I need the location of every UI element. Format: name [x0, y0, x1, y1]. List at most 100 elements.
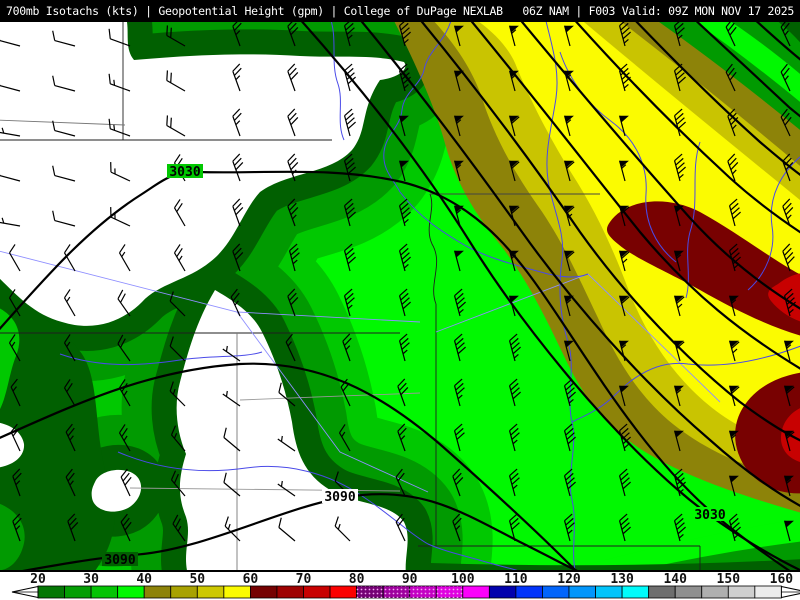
barb-feather	[399, 63, 408, 72]
wind-barb	[782, 153, 794, 182]
barb-feather	[401, 252, 410, 260]
barb-feather	[622, 436, 631, 445]
barb-staff	[343, 115, 351, 137]
barb-staff	[171, 479, 186, 497]
wind-barb	[780, 63, 791, 92]
ne-corner-darkgreen	[778, 22, 800, 43]
wind-barb	[673, 22, 685, 47]
barb-feather	[334, 516, 339, 527]
barb-feather	[400, 337, 409, 346]
barb-feather	[347, 76, 356, 85]
barb-half-feather	[337, 523, 341, 530]
colorbar-segment	[727, 585, 756, 599]
wind-barb	[508, 513, 520, 542]
barb-half-feather	[621, 164, 627, 169]
wind-barb	[618, 115, 629, 137]
contour-label: 3090	[104, 553, 135, 568]
scale-tick-label: 30	[83, 572, 99, 587]
barb-half-feather	[291, 169, 297, 175]
barb-half-feather	[731, 169, 737, 175]
barb-feather	[782, 198, 791, 207]
wind-barb	[232, 153, 244, 182]
wind-barb	[108, 118, 131, 137]
barb-staff	[287, 116, 296, 137]
barb-half-feather	[623, 38, 629, 44]
barb-feather	[344, 153, 353, 162]
barb-staff	[618, 385, 626, 407]
barb-feather	[344, 108, 353, 117]
wind-barb	[563, 423, 576, 452]
barb-half-feather	[456, 209, 462, 214]
height-contour	[0, 170, 791, 570]
barb-feather	[52, 210, 56, 221]
barb-feather	[729, 243, 738, 252]
barb-staff	[232, 71, 241, 92]
barb-feather	[340, 378, 348, 388]
barb-half-feather	[341, 431, 346, 438]
barb-feather	[783, 202, 792, 211]
barb-staff	[728, 475, 736, 497]
wind-barb	[120, 468, 132, 497]
title-right: 06Z NAM | F003 Valid: 09Z MON NOV 17 202…	[522, 4, 794, 18]
barb-staff	[508, 430, 516, 452]
barb-feather	[454, 423, 463, 432]
barb-pennant	[729, 385, 739, 393]
barb-feather	[233, 22, 242, 31]
barb-feather	[347, 211, 356, 220]
wind-barb	[782, 243, 795, 272]
barb-pennant	[564, 250, 574, 258]
barb-staff	[397, 431, 406, 452]
state-border-line	[0, 119, 126, 126]
barb-feather	[287, 198, 296, 207]
colorbar-segment	[542, 585, 570, 599]
barb-feather	[676, 296, 685, 304]
barb-staff	[397, 386, 406, 407]
barb-feather	[345, 112, 354, 121]
wind-barb	[452, 468, 464, 497]
wind-barb	[277, 480, 296, 497]
scale-tick-label: 60	[243, 572, 259, 587]
scale-tick-label: 90	[402, 572, 418, 587]
barb-half-feather	[733, 263, 739, 269]
barb-feather	[620, 517, 629, 526]
barb-half-feather	[121, 251, 126, 258]
barb-feather	[787, 301, 796, 310]
barb-half-feather	[15, 480, 21, 486]
contour-label-bg	[692, 507, 728, 521]
barb-staff	[12, 476, 21, 497]
scale-tick-label: 40	[136, 572, 152, 587]
barb-feather	[727, 22, 735, 32]
wind-barb	[287, 198, 299, 227]
barb-feather	[725, 63, 733, 73]
barb-feather	[730, 247, 739, 256]
wind-barb	[0, 165, 21, 182]
barb-feather	[620, 427, 629, 436]
wind-barb	[453, 25, 464, 47]
barb-feather	[173, 473, 179, 484]
barb-staff	[118, 387, 131, 407]
wind-barb	[398, 243, 411, 272]
barb-staff	[0, 174, 21, 182]
wind-barb	[285, 333, 296, 362]
state-border-line	[239, 392, 421, 401]
barb-pennant	[729, 475, 739, 483]
barb-feather	[621, 206, 630, 214]
wind-barb	[508, 250, 519, 272]
color-scale-area: 20 30 40 50 60 70 80 90 100 110 120 130 140 150 160	[0, 570, 800, 600]
barb-feather	[510, 427, 519, 436]
barb-half-feather	[177, 525, 182, 532]
barb-feather	[510, 472, 519, 481]
barb-half-feather	[731, 124, 737, 130]
barb-pennant	[619, 250, 629, 258]
colorbar-segment	[249, 585, 278, 599]
barb-staff	[110, 38, 131, 47]
wind-barb	[563, 250, 575, 272]
barb-staff	[783, 475, 791, 497]
barb-feather	[511, 116, 520, 124]
barb-feather	[173, 154, 181, 164]
barb-staff	[110, 83, 131, 92]
barb-half-feather	[12, 386, 17, 392]
barb-feather	[400, 22, 409, 31]
barb-feather	[124, 521, 132, 531]
barb-feather	[67, 472, 75, 482]
